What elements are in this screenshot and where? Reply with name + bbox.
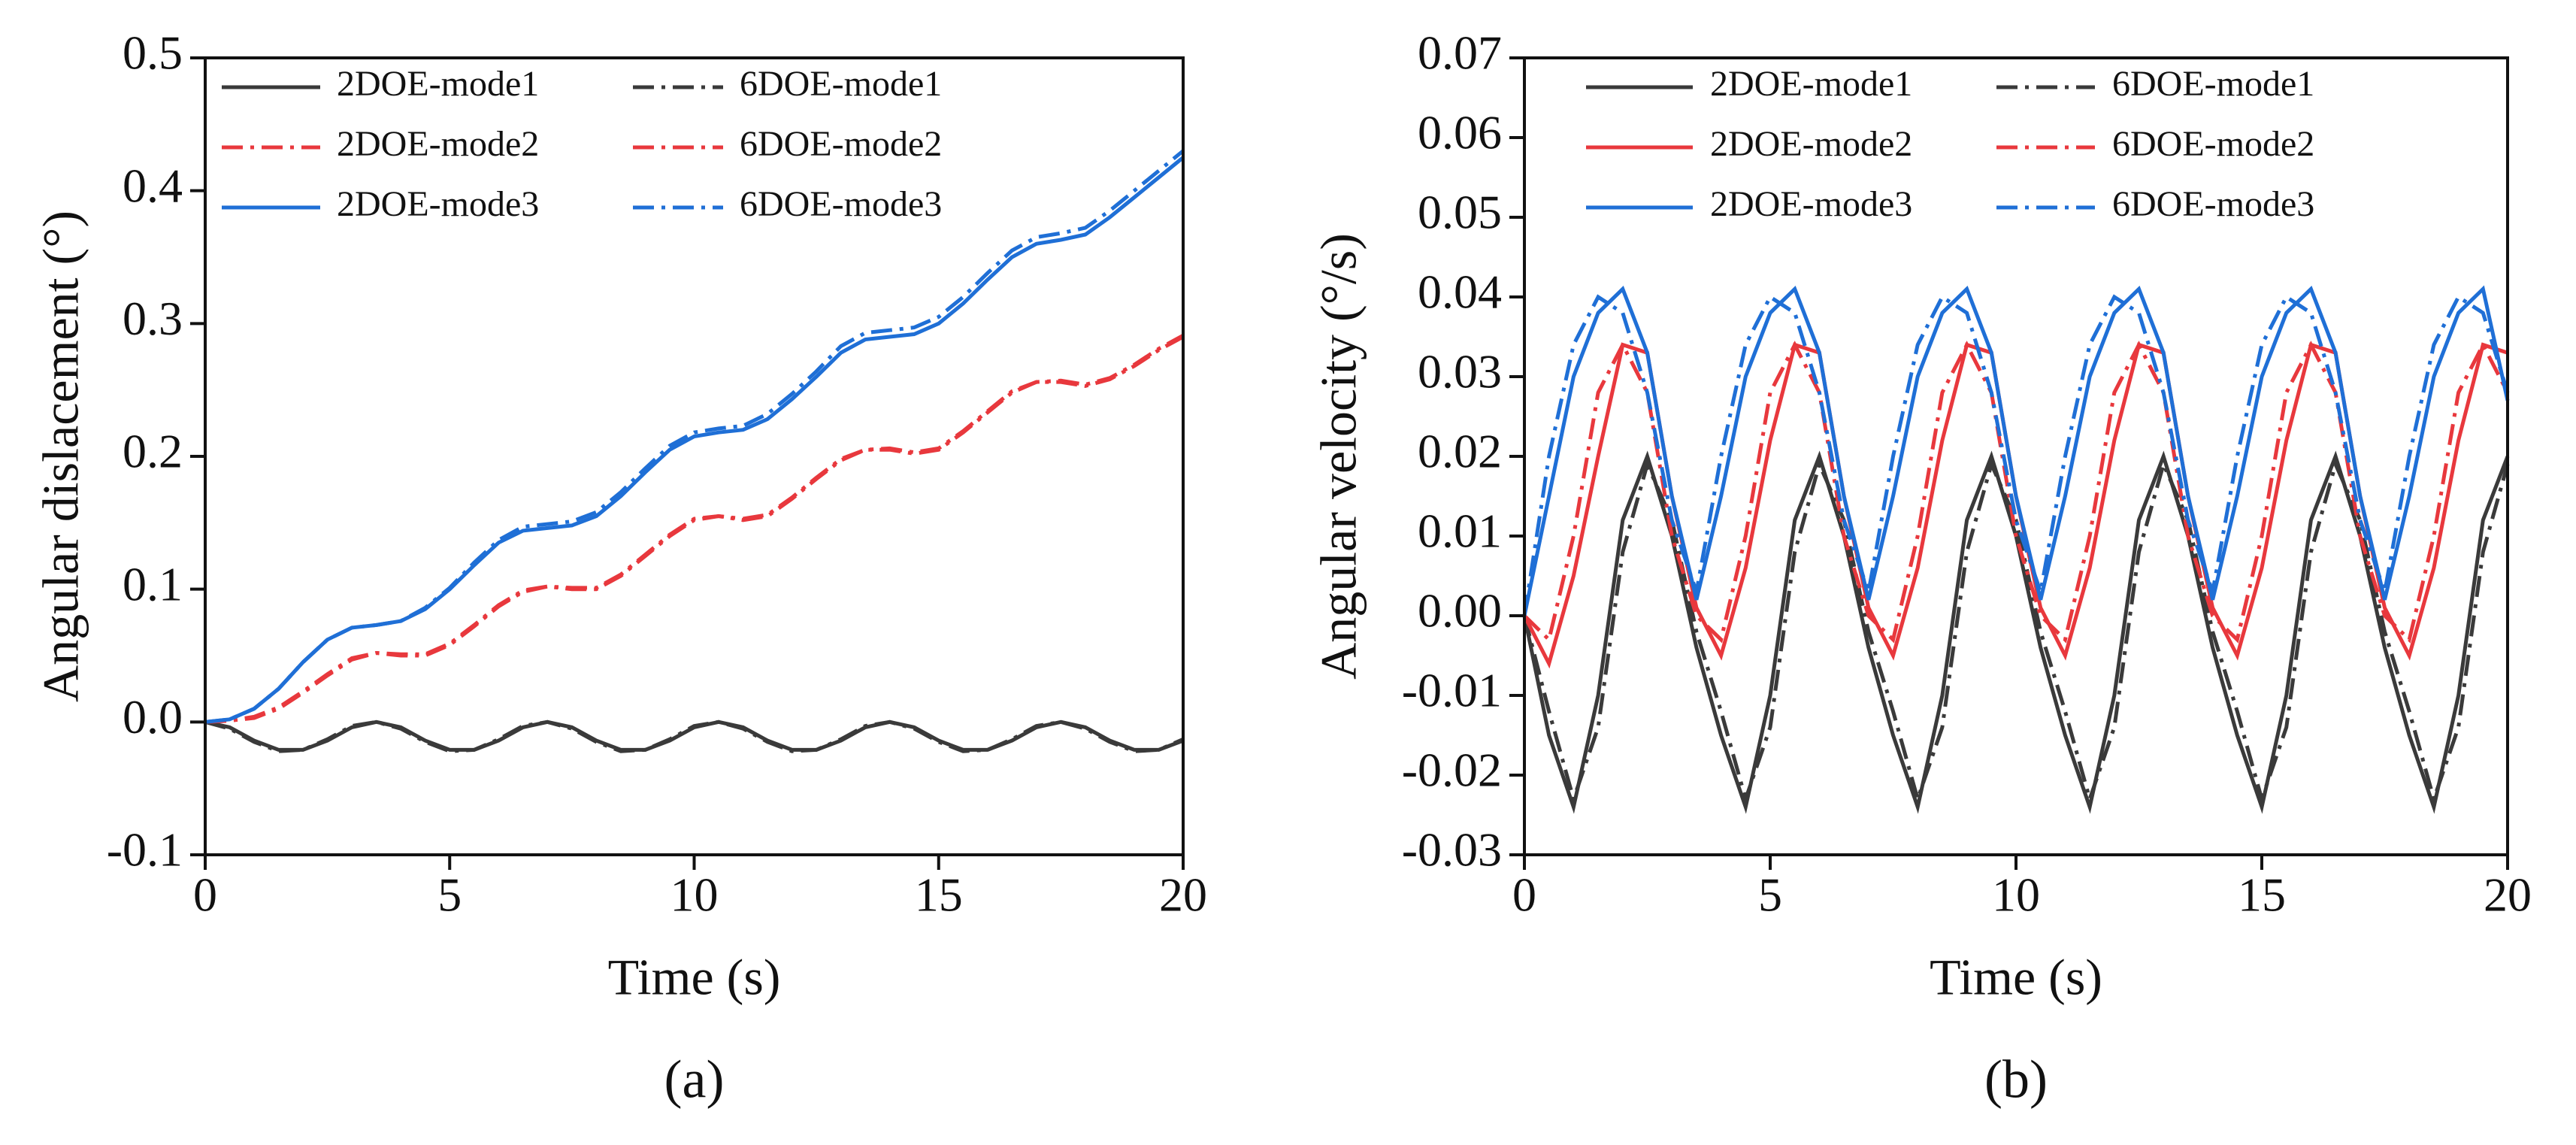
legend-label: 2DOE-mode3 [1710, 184, 1912, 224]
series-line [1522, 459, 2510, 806]
series-line [204, 719, 1184, 753]
y-axis-label: Angular dislacement (°) [32, 211, 89, 702]
y-tick-label: 0.2 [123, 425, 183, 478]
y-tick-label: -0.03 [1402, 823, 1502, 877]
x-axis-label: Time (s) [608, 949, 781, 1006]
series-line [204, 335, 1185, 724]
y-tick-label: 0.06 [1418, 106, 1502, 159]
x-tick-label: 20 [2484, 868, 2532, 922]
series-line [204, 156, 1185, 724]
y-tick-label: 0.1 [123, 557, 183, 610]
y-tick-label: 0.5 [123, 26, 183, 80]
series-line [1522, 285, 2510, 616]
x-tick-label: 15 [2238, 868, 2286, 922]
y-tick-label: 0.04 [1418, 265, 1502, 319]
x-tick-label: 20 [1159, 868, 1207, 922]
legend-label: 2DOE-mode2 [337, 124, 539, 164]
series-line [1522, 294, 2510, 616]
y-tick-label: -0.02 [1402, 744, 1502, 797]
x-tick-label: 5 [1758, 868, 1782, 922]
x-tick-label: 0 [193, 868, 217, 922]
y-tick-label: 0.01 [1418, 504, 1502, 558]
legend-label: 6DOE-mode1 [2112, 64, 2314, 104]
legend-label: 6DOE-mode3 [2112, 184, 2314, 224]
plot-frame [204, 56, 1185, 856]
x-tick-label: 0 [1512, 868, 1536, 922]
y-tick-label: 0.07 [1418, 26, 1502, 80]
y-tick-label: 0.3 [123, 292, 183, 345]
legend-label: 6DOE-mode2 [2112, 124, 2314, 164]
x-tick-label: 10 [670, 868, 719, 922]
y-tick-label: -0.1 [107, 823, 183, 877]
legend-label: 2DOE-mode1 [337, 64, 539, 104]
legend-label: 2DOE-mode3 [337, 184, 539, 224]
y-tick-label: 0.0 [123, 690, 183, 744]
legend-label: 2DOE-mode1 [1710, 64, 1912, 104]
series-line [1522, 450, 2510, 814]
x-tick-label: 5 [437, 868, 462, 922]
y-tick-label: 0.05 [1418, 186, 1502, 239]
y-tick-label: -0.01 [1402, 664, 1502, 717]
x-tick-label: 10 [1992, 868, 2040, 922]
y-tick-label: 0.03 [1418, 345, 1502, 398]
series-line [204, 149, 1185, 724]
legend-label: 6DOE-mode2 [740, 124, 942, 164]
y-axis-label: Angular velocity (°/s) [1310, 233, 1367, 680]
legend-label: 2DOE-mode2 [1710, 124, 1912, 164]
panel-label: (a) [664, 1050, 725, 1110]
legend-label: 6DOE-mode3 [740, 184, 942, 224]
x-tick-label: 15 [915, 868, 963, 922]
y-tick-label: 0.4 [123, 159, 183, 212]
panel-label: (b) [1984, 1050, 2048, 1110]
x-axis-label: Time (s) [1930, 949, 2102, 1006]
series-line [1523, 341, 2510, 644]
y-tick-label: 0.02 [1418, 425, 1502, 478]
y-tick-label: 0.00 [1418, 584, 1502, 638]
series-line [204, 334, 1185, 724]
legend-label: 6DOE-mode1 [740, 64, 942, 104]
plot-frame [1523, 56, 2509, 856]
